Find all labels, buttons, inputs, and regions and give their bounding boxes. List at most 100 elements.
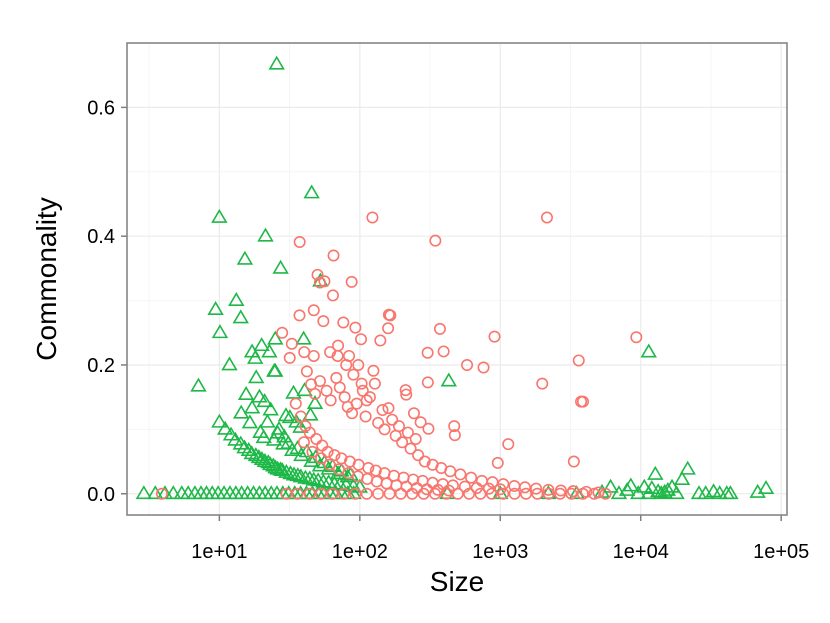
circle-point: [355, 333, 368, 346]
circle-point: [491, 456, 504, 469]
triangle-point: [296, 382, 313, 397]
circle-point: [310, 433, 323, 446]
circle-point: [418, 455, 431, 468]
circle-point: [417, 487, 430, 500]
triangle-point: [618, 481, 636, 496]
triangle-point: [237, 386, 255, 400]
triangle-point: [647, 465, 664, 480]
circle-point: [337, 487, 350, 500]
circle-point: [572, 354, 585, 367]
triangle-point: [659, 481, 677, 496]
circle-point: [372, 416, 385, 429]
circle-point: [276, 326, 289, 339]
circle-point: [289, 397, 302, 410]
circle-point: [461, 358, 474, 371]
triangle-point: [211, 208, 228, 223]
x-axis-title: Size: [430, 566, 484, 597]
triangle-point: [190, 377, 207, 392]
circle-point: [540, 211, 553, 224]
circle-point: [347, 368, 360, 381]
circle-point: [382, 402, 395, 415]
circle-point: [599, 487, 612, 500]
circle-point: [300, 365, 313, 378]
circle-point: [155, 487, 168, 500]
triangle-point: [256, 393, 273, 408]
circle-point: [531, 487, 544, 500]
circle-point: [485, 487, 498, 500]
grid-lines: [127, 43, 787, 515]
triangle-point: [250, 449, 268, 464]
triangle-point: [165, 485, 182, 500]
triangle-point: [147, 485, 164, 500]
triangle-point: [248, 369, 265, 384]
circle-point: [440, 487, 453, 500]
circle-point: [352, 358, 365, 371]
circle-point: [454, 468, 467, 481]
data-points: [135, 55, 775, 500]
circle-point: [315, 487, 328, 500]
triangle-point: [243, 399, 261, 414]
triangle-point: [207, 301, 224, 315]
circle-point: [372, 487, 385, 500]
circle-point: [412, 449, 425, 462]
triangle-point: [236, 250, 254, 265]
triangle-point: [135, 485, 153, 500]
x-tick-label: 1e+04: [613, 541, 669, 563]
triangle-point: [295, 330, 312, 345]
circle-point: [346, 407, 359, 420]
circle-point: [383, 487, 396, 500]
circle-point: [519, 487, 532, 500]
circle-point: [366, 211, 379, 224]
triangle-point: [273, 461, 291, 476]
circle-point: [349, 487, 362, 500]
circle-point: [327, 249, 340, 262]
triangle-point: [269, 424, 286, 439]
circle-point: [396, 436, 409, 449]
triangle-point: [280, 434, 297, 449]
circle-point: [349, 321, 362, 334]
circle-point: [567, 455, 580, 468]
circle-point: [406, 487, 419, 500]
triangle-point: [292, 418, 309, 433]
triangle-point: [311, 457, 329, 472]
y-tick-label: 0.2: [87, 355, 115, 377]
triangle-point: [262, 401, 279, 416]
triangle-point: [251, 388, 268, 403]
circle-point: [474, 487, 487, 500]
circle-point: [497, 487, 510, 500]
triangle-point: [257, 227, 274, 242]
triangle-point: [301, 470, 318, 485]
triangle-point: [247, 447, 265, 462]
triangle-point: [268, 55, 285, 70]
circle-point: [293, 235, 306, 248]
circle-point: [367, 364, 380, 377]
circle-point: [315, 452, 328, 465]
circle-point: [320, 384, 333, 397]
circle-point: [307, 349, 320, 362]
circle-point: [293, 309, 306, 322]
triangle-point: [289, 440, 306, 455]
triangle-point: [303, 184, 320, 199]
triangle-point: [440, 372, 457, 387]
triangle-point: [267, 362, 284, 377]
triangle-point: [232, 309, 249, 324]
circle-point: [313, 375, 326, 388]
circle-point: [588, 487, 601, 500]
circle-point: [285, 337, 298, 350]
circle-point: [433, 322, 446, 335]
circle-point: [309, 387, 322, 400]
circle-point: [530, 482, 543, 495]
circle-point: [307, 304, 320, 317]
x-tick-label: 1e+03: [472, 541, 528, 563]
circle-point: [326, 289, 339, 302]
circle-point: [368, 377, 381, 390]
circle-point: [382, 322, 395, 335]
triangle-point: [253, 451, 271, 466]
triangle-point: [622, 477, 640, 492]
triangle-point: [247, 349, 264, 364]
triangle-point: [255, 429, 272, 444]
circle-point: [306, 445, 319, 458]
circle-point: [448, 429, 461, 442]
circle-point: [340, 358, 353, 371]
circle-point: [400, 388, 413, 401]
